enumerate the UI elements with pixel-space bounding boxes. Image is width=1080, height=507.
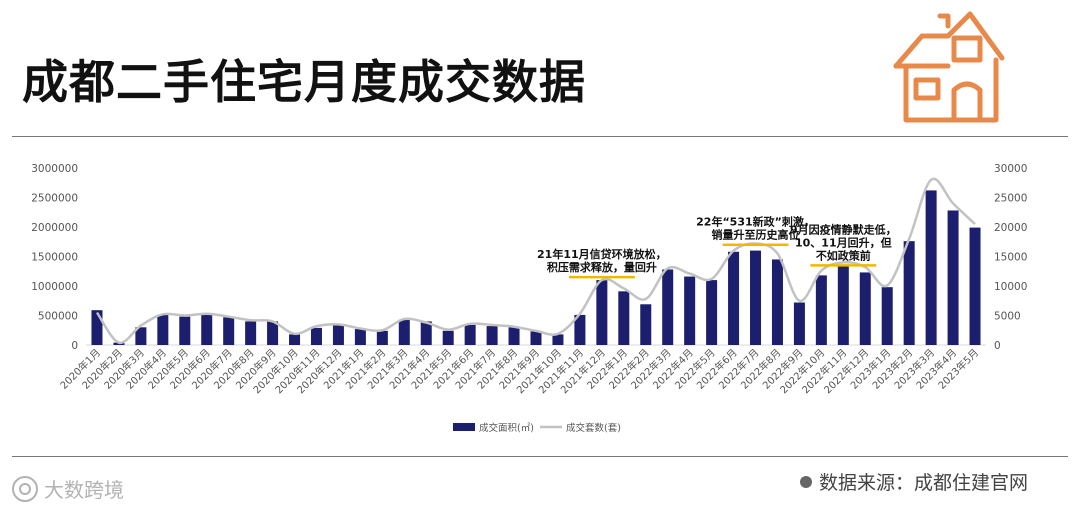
- bar: [464, 324, 476, 345]
- annotation-text: 9月因疫情静默走低，: [790, 222, 897, 236]
- bar: [508, 327, 520, 345]
- y-right-tick-label: 0: [994, 340, 1001, 352]
- bar: [267, 321, 279, 345]
- y-right-tick-label: 20000: [994, 222, 1027, 234]
- bar: [376, 330, 388, 345]
- bar: [618, 291, 630, 345]
- y-left-tick-label: 1500000: [31, 252, 78, 264]
- bar: [640, 304, 652, 345]
- bar: [201, 314, 213, 345]
- annotation-text: 21年11月信贷环境放松，: [537, 247, 667, 261]
- bar: [354, 329, 366, 345]
- bar: [245, 321, 257, 345]
- bar: [398, 319, 410, 345]
- bar: [925, 190, 937, 345]
- bar: [793, 302, 805, 345]
- bar: [596, 280, 608, 345]
- bar: [420, 321, 432, 345]
- bullet-icon: [799, 475, 812, 488]
- bar: [289, 334, 301, 345]
- chart: 0 500000 1000000 1500000 2000000 2500000 30000…: [31, 163, 1027, 434]
- bar: [728, 251, 740, 345]
- bar: [574, 314, 586, 345]
- bar: [947, 210, 959, 345]
- legend-bar-label: 成交面积(㎡): [479, 422, 534, 434]
- annotation-text: 积压需求释放，量回升: [547, 260, 657, 274]
- y-right-tick-label: 30000: [994, 163, 1027, 175]
- bar: [552, 334, 564, 345]
- y-right-tick-label: 10000: [994, 281, 1027, 293]
- header-divider: [12, 136, 1068, 137]
- legend-line-label: 成交套数(套): [566, 422, 621, 434]
- bar: [442, 330, 454, 345]
- bar: [815, 275, 827, 345]
- bar: [179, 316, 191, 345]
- bar: [157, 314, 169, 345]
- bar: [91, 310, 103, 345]
- page-title: 成都二手住宅月度成交数据: [22, 55, 586, 109]
- y-right-tick-label: 15000: [994, 252, 1027, 264]
- annotation-text: 不如政策前: [816, 248, 871, 262]
- bar: [969, 227, 981, 345]
- y-right-tick-label: 5000: [994, 311, 1021, 323]
- watermark-text: 大数跨境: [44, 478, 124, 502]
- footer-divider: [12, 456, 1068, 457]
- bar: [903, 241, 915, 345]
- bar: [530, 331, 542, 345]
- y-left-tick-label: 2500000: [31, 193, 78, 205]
- watermark: 大数跨境: [12, 474, 124, 503]
- source-note: 数据来源：成都住建官网: [799, 468, 1028, 495]
- bar: [881, 287, 893, 345]
- annotation-text: 10、11月回升，但: [795, 235, 892, 249]
- y-left-tick-label: 500000: [38, 311, 78, 323]
- y-left-tick-label: 2000000: [31, 222, 78, 234]
- bar: [332, 324, 344, 345]
- bar: [223, 317, 235, 345]
- bar: [135, 327, 147, 345]
- house-icon: [893, 11, 1005, 123]
- weibo-logo-icon: [12, 475, 38, 502]
- bar: [684, 276, 696, 345]
- bar: [706, 280, 718, 345]
- annotation-text: 22年“531新政”刺激，: [696, 215, 815, 229]
- bar: [486, 326, 498, 345]
- bar: [750, 250, 762, 345]
- source-text: 数据来源：成都住建官网: [818, 472, 1028, 494]
- bar: [859, 272, 871, 345]
- bar: [837, 264, 849, 345]
- legend-bar-swatch: [453, 423, 475, 431]
- y-left-tick-label: 0: [71, 340, 78, 352]
- y-left-tick-label: 1000000: [31, 281, 78, 293]
- bar: [310, 327, 322, 345]
- y-right-tick-label: 25000: [994, 193, 1027, 205]
- annotation-text: 销量升至历史高位: [712, 228, 800, 242]
- bar: [662, 269, 674, 345]
- bar: [771, 259, 783, 345]
- y-left-tick-label: 3000000: [31, 163, 78, 175]
